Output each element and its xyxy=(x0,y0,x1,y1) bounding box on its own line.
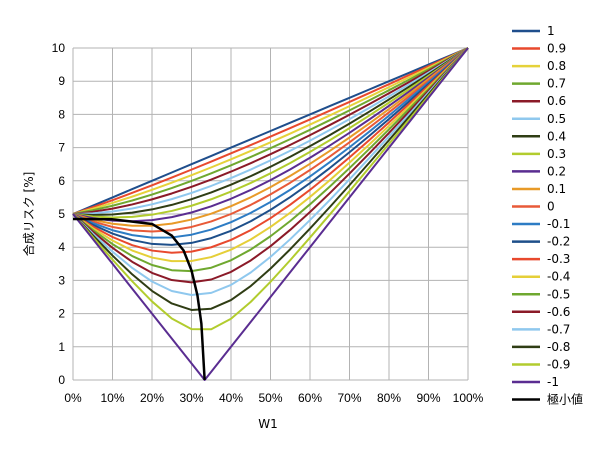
legend-entry: -0.2 xyxy=(512,235,570,249)
legend-entry: 0 xyxy=(512,200,555,214)
legend-entry: -0.8 xyxy=(512,340,570,354)
legend-entry: -0.3 xyxy=(512,252,570,266)
series-line-0.2 xyxy=(72,47,469,223)
legend-label: -0.3 xyxy=(547,252,570,266)
x-tick-label: 30% xyxy=(179,391,203,405)
series-line-0.1 xyxy=(72,47,469,227)
x-tick-label: 100% xyxy=(453,391,484,405)
legend-entry: -0.5 xyxy=(512,287,570,301)
legend-label: 0.1 xyxy=(547,182,566,196)
legend-entry: -1 xyxy=(512,375,559,389)
legend-label: 0 xyxy=(547,200,555,214)
legend-entry: 0.4 xyxy=(512,129,566,143)
y-tick-label: 7 xyxy=(58,141,65,155)
legend-label: 0.2 xyxy=(547,164,566,178)
legend-label: 極小値 xyxy=(547,392,583,407)
x-tick-label: 0% xyxy=(64,391,82,405)
series-line-1 xyxy=(72,47,469,215)
y-tick-label: 8 xyxy=(58,107,65,121)
series-line-0 xyxy=(72,47,469,233)
legend-entry: -0.6 xyxy=(512,305,570,319)
y-tick-label: 5 xyxy=(58,207,65,221)
series-line--0.4 xyxy=(72,47,469,263)
legend-entry: 0.7 xyxy=(512,77,566,91)
x-tick-label: 90% xyxy=(416,391,440,405)
x-tick-label: 70% xyxy=(337,391,361,405)
series-line-0.3 xyxy=(72,47,469,219)
legend-entry: 0.6 xyxy=(512,94,566,108)
series-line-0.7 xyxy=(72,47,469,215)
series-line--0.8 xyxy=(72,47,469,311)
series-line--0.3 xyxy=(72,47,469,254)
y-axis-title: 合成リスク [%] xyxy=(21,172,36,257)
legend-label: -0.4 xyxy=(547,270,570,284)
legend-entry: 0.8 xyxy=(512,59,566,73)
y-tick-label: 6 xyxy=(58,174,65,188)
legend-label: 0.8 xyxy=(547,59,566,73)
legend-label: -0.1 xyxy=(547,217,570,231)
legend-entry: 0.5 xyxy=(512,112,566,126)
series-line--0.1 xyxy=(72,47,469,239)
series-line-0.6 xyxy=(72,47,469,215)
series-line--0.5 xyxy=(72,47,469,273)
legend-label: -0.6 xyxy=(547,305,570,319)
series-line--0.6 xyxy=(72,47,469,284)
y-tick-label: 1 xyxy=(58,340,65,354)
legend-label: -1 xyxy=(547,375,559,389)
legend-entry: -0.9 xyxy=(512,357,570,371)
y-tick-label: 0 xyxy=(58,373,65,387)
series-line-0.4 xyxy=(72,47,469,216)
legend-entry: 0.2 xyxy=(512,164,566,178)
legend-label: 0.4 xyxy=(547,129,566,143)
legend-label: -0.5 xyxy=(547,287,570,301)
legend-label: -0.2 xyxy=(547,235,570,249)
x-axis-title: W1 xyxy=(258,417,278,431)
y-tick-label: 4 xyxy=(58,240,65,254)
legend-entry: -0.7 xyxy=(512,322,570,336)
legend-entry: 0.9 xyxy=(512,42,566,56)
y-tick-label: 3 xyxy=(58,273,65,287)
legend-entry: 1 xyxy=(512,24,555,38)
x-tick-label: 40% xyxy=(219,391,243,405)
x-tick-label: 20% xyxy=(140,391,164,405)
x-tick-label: 80% xyxy=(377,391,401,405)
y-tick-label: 2 xyxy=(58,307,65,321)
series-line--0.9 xyxy=(72,47,469,331)
legend-entry: -0.1 xyxy=(512,217,570,231)
legend-entry: 極小値 xyxy=(512,392,583,407)
minimum-curve xyxy=(72,217,206,381)
series-lines xyxy=(72,47,469,381)
x-tick-label: 10% xyxy=(100,391,124,405)
series-line-0.8 xyxy=(72,47,469,215)
series-line--0.2 xyxy=(72,47,469,246)
series-line-0.9 xyxy=(72,47,469,215)
legend-entry: 0.3 xyxy=(512,147,566,161)
legend-label: 0.7 xyxy=(547,77,566,91)
legend: 1 0.9 0.8 0.7 0.6 0.5 0.4 0.3 0.2 0.1 0 -0.1 -0.2 -0.… xyxy=(512,24,583,407)
legend-label: 0.6 xyxy=(547,94,566,108)
x-tick-label: 50% xyxy=(258,391,282,405)
series-line--0.7 xyxy=(72,47,469,297)
series-line--1 xyxy=(72,47,469,381)
legend-label: 0.9 xyxy=(547,42,566,56)
legend-entry: 0.1 xyxy=(512,182,566,196)
series-line-0.5 xyxy=(72,47,469,215)
legend-label: 0.3 xyxy=(547,147,566,161)
legend-label: -0.8 xyxy=(547,340,570,354)
legend-entry: -0.4 xyxy=(512,270,570,284)
legend-label: -0.7 xyxy=(547,322,570,336)
y-tick-label: 10 xyxy=(52,41,66,55)
x-tick-label: 60% xyxy=(298,391,322,405)
legend-label: 0.5 xyxy=(547,112,566,126)
y-tick-label: 9 xyxy=(58,74,65,88)
legend-label: -0.9 xyxy=(547,357,570,371)
legend-label: 1 xyxy=(547,24,555,38)
